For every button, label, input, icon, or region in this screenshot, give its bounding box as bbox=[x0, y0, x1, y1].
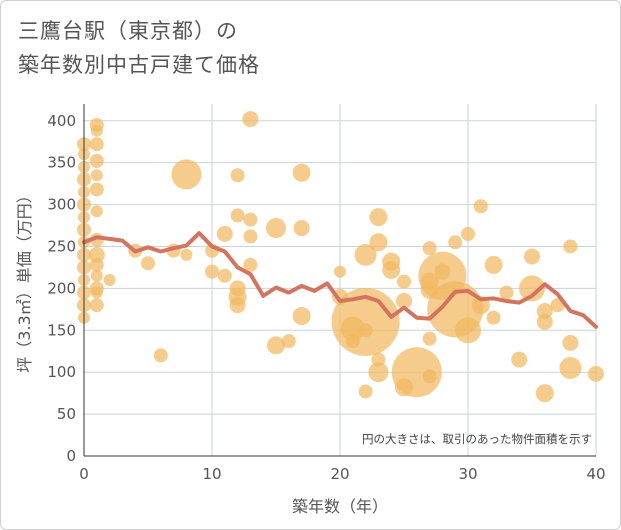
x-tick-label: 20 bbox=[330, 465, 349, 483]
bubble-point bbox=[89, 153, 104, 168]
bubble-point bbox=[422, 241, 437, 256]
bubble-point bbox=[395, 378, 413, 397]
bubble-point bbox=[217, 268, 232, 283]
bubble-point bbox=[461, 226, 475, 241]
bubble-point bbox=[354, 243, 377, 266]
chart-title: 三鷹台駅（東京都）の 築年数別中古戸建て価格 bbox=[18, 14, 260, 82]
bubble-point bbox=[588, 365, 604, 382]
bubble-point bbox=[89, 182, 104, 197]
bubble-point bbox=[88, 246, 105, 263]
bubble-point bbox=[499, 285, 514, 300]
bubble-point bbox=[563, 239, 578, 254]
bubble-point bbox=[369, 233, 388, 252]
bubble-point bbox=[562, 334, 579, 351]
bubble-point bbox=[243, 229, 258, 244]
y-tick-label: 250 bbox=[47, 237, 76, 255]
bubble-point bbox=[216, 225, 233, 242]
average-price-line bbox=[82, 231, 598, 329]
bubble-point bbox=[559, 357, 582, 379]
bubble-point bbox=[229, 280, 246, 297]
bubble-point bbox=[243, 212, 258, 227]
bubble-point bbox=[484, 255, 503, 274]
bubble-point bbox=[90, 205, 103, 218]
bubble-point bbox=[103, 274, 116, 286]
bubble-point bbox=[371, 352, 386, 367]
bubble-point bbox=[267, 336, 285, 355]
bubble-point bbox=[293, 220, 310, 237]
bubble-point bbox=[448, 235, 463, 250]
bubble-point bbox=[292, 307, 311, 326]
bubble-point bbox=[89, 298, 104, 313]
y-tick-label: 400 bbox=[47, 112, 76, 130]
bubble-point bbox=[511, 351, 528, 368]
grid-lines bbox=[84, 104, 597, 456]
x-axis-title: 築年数（年） bbox=[292, 497, 388, 516]
bubble-point bbox=[422, 369, 437, 384]
x-tick-label: 30 bbox=[458, 465, 477, 483]
bubble-point bbox=[89, 137, 104, 152]
bubble-point bbox=[230, 168, 245, 183]
bubble-point bbox=[281, 334, 296, 349]
bubble-point bbox=[340, 316, 365, 341]
bubble-point bbox=[368, 362, 389, 383]
bubble-point bbox=[486, 310, 501, 325]
bubble-point bbox=[519, 275, 545, 302]
bubble-point bbox=[473, 199, 488, 214]
axes bbox=[83, 104, 596, 457]
bubble-point bbox=[422, 331, 437, 346]
y-tick-label: 50 bbox=[57, 405, 76, 423]
chart-title-line1: 三鷹台駅（東京都）の bbox=[18, 19, 238, 43]
bubble-point bbox=[434, 263, 451, 280]
bubble-point bbox=[141, 256, 155, 271]
bubble-point bbox=[90, 269, 103, 282]
bubble-point bbox=[397, 274, 411, 289]
bubble-point bbox=[205, 264, 219, 279]
bubble-point bbox=[536, 313, 553, 330]
bubble-point bbox=[292, 163, 311, 182]
bubble-point bbox=[345, 334, 360, 349]
x-tick-label: 10 bbox=[202, 465, 221, 483]
bubble-point bbox=[89, 257, 104, 272]
tick-labels: 0 50 100 150 200 250 300 350 400 0 10 20 30 40 bbox=[47, 112, 605, 483]
bubble-point bbox=[369, 208, 388, 227]
bubble-point bbox=[358, 323, 373, 338]
bubble-point bbox=[90, 124, 103, 137]
bubble-point bbox=[358, 384, 373, 399]
x-tick-label: 40 bbox=[586, 465, 605, 483]
bubble-point bbox=[382, 260, 401, 279]
bubble-point bbox=[90, 169, 103, 182]
bubble-point bbox=[455, 317, 481, 344]
bubble-point bbox=[171, 159, 202, 190]
bubble-point bbox=[243, 257, 258, 272]
bubble-size-note: 円の大きさは、取引のあった物件面積を示す bbox=[362, 432, 592, 446]
bubble-point bbox=[153, 348, 168, 363]
bubble-point bbox=[90, 286, 103, 299]
bubble-point bbox=[230, 208, 245, 223]
bubble-point bbox=[524, 248, 540, 265]
y-tick-label: 150 bbox=[47, 321, 76, 339]
bubble-point bbox=[535, 384, 554, 403]
bubble-point bbox=[229, 297, 246, 314]
bubble-point bbox=[334, 265, 346, 278]
y-tick-label: 0 bbox=[66, 447, 76, 465]
bubble-point bbox=[242, 111, 259, 128]
chart-title-line2: 築年数別中古戸建て価格 bbox=[18, 53, 260, 77]
bubble-point bbox=[420, 281, 439, 300]
y-axis-title: 坪（3.3㎡）単価（万円） bbox=[15, 187, 34, 372]
average-line-series bbox=[82, 231, 598, 329]
y-tick-label: 300 bbox=[47, 196, 76, 214]
y-tick-label: 350 bbox=[47, 154, 76, 172]
y-tick-label: 100 bbox=[47, 363, 76, 381]
x-tick-label: 0 bbox=[79, 465, 89, 483]
bubble-point bbox=[396, 292, 412, 309]
bubble-point bbox=[266, 218, 286, 239]
y-tick-label: 200 bbox=[47, 279, 76, 297]
bubble-point bbox=[180, 248, 193, 261]
